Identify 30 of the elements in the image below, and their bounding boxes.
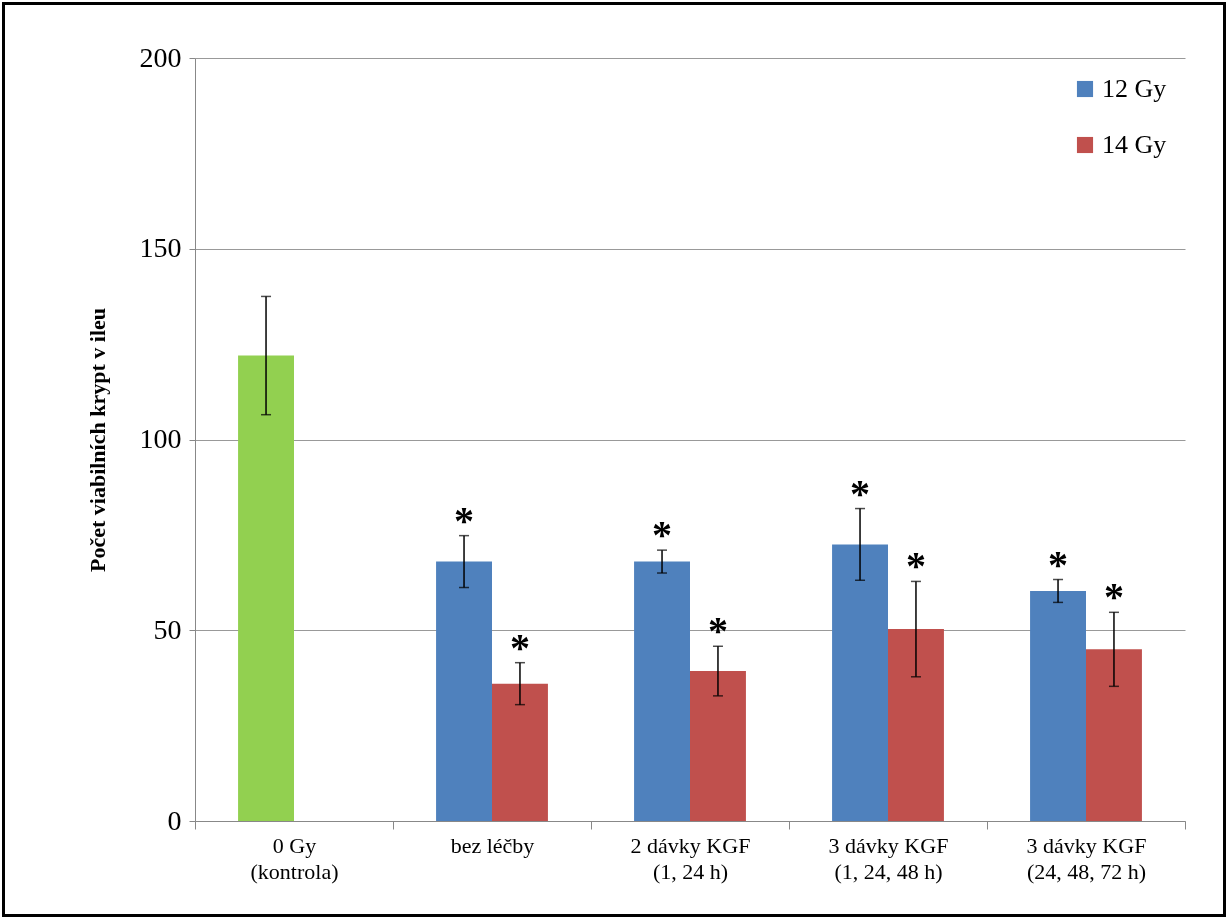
y-tick-label: 200: [139, 41, 182, 73]
legend-label: 14 Gy: [1102, 130, 1167, 159]
bar: [492, 683, 548, 821]
x-tick-label: 0 Gy (kontrola): [250, 832, 339, 884]
annotation: *: [707, 608, 728, 654]
y-axis-title: Počet viabilních krypt v ileu: [84, 308, 110, 572]
bar: [436, 561, 492, 821]
x-tick-label: bez léčby: [450, 832, 535, 858]
legend-label: 12 Gy: [1102, 74, 1167, 103]
annotation: *: [509, 624, 530, 670]
bar: [1030, 590, 1086, 821]
bar: [690, 671, 746, 821]
bar: [238, 355, 294, 821]
bar: [832, 544, 888, 821]
annotation: *: [1048, 541, 1069, 587]
y-tick-label: 50: [153, 613, 182, 645]
bar: [1086, 649, 1142, 821]
annotation: *: [850, 470, 871, 516]
annotation: *: [454, 497, 475, 543]
bar: [634, 561, 690, 821]
annotation: *: [652, 512, 673, 558]
y-tick-label: 150: [139, 232, 182, 264]
y-tick-label: 100: [139, 423, 182, 454]
x-tick-label: 3 dávky KGF (1, 24, 48 h): [828, 832, 949, 884]
x-tick-label: 2 dávky KGF (1, 24 h): [630, 832, 751, 884]
y-tick-label: 0: [167, 804, 182, 836]
annotation: *: [905, 543, 926, 589]
bar: [888, 629, 944, 821]
x-tick-label: 3 dávky KGF (24, 48, 72 h): [1026, 832, 1147, 884]
annotation: *: [1103, 574, 1124, 620]
